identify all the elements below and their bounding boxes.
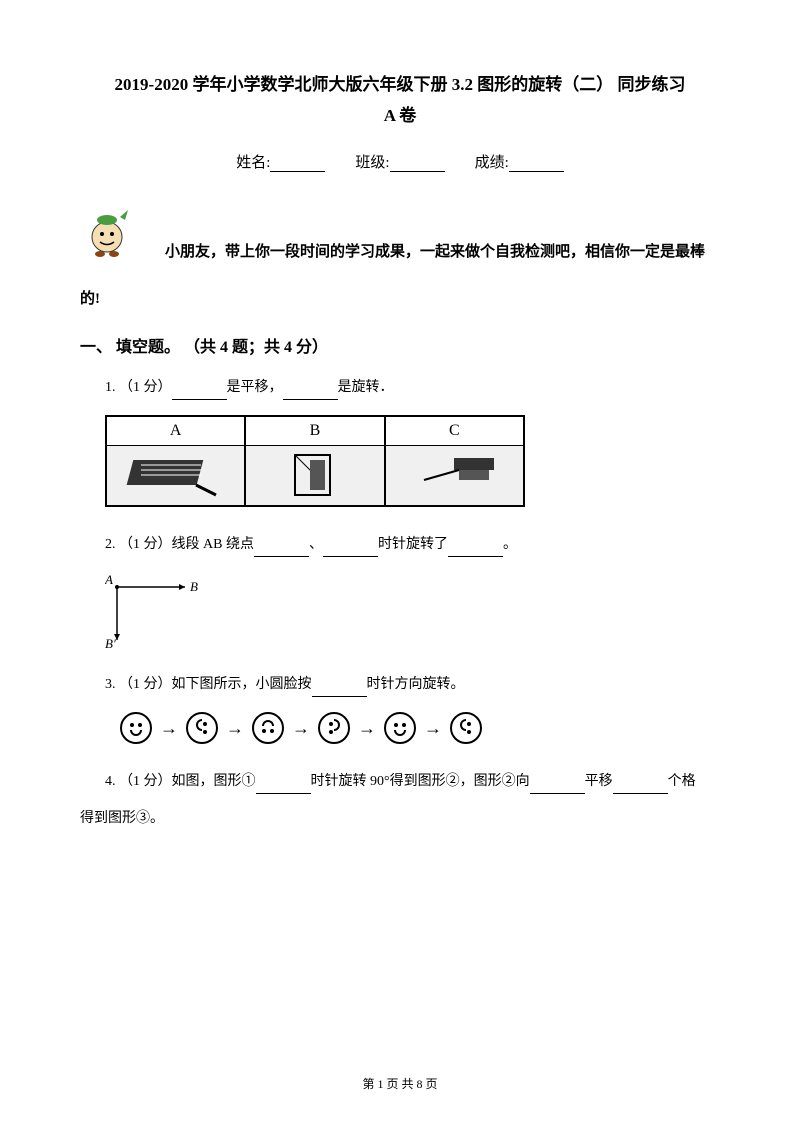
- arrow-icon: →: [160, 718, 178, 739]
- q4-prefix: 4. （1 分）如图，图形①: [105, 774, 256, 789]
- intro-text-2: 的!: [80, 287, 720, 308]
- q2-diagram: A B B′: [105, 572, 225, 652]
- section-1-header: 一、 填空题。 （共 4 题；共 4 分）: [80, 333, 720, 357]
- q1-text2: 是旋转．: [338, 380, 394, 395]
- intro-text-1: 小朋友，带上你一段时间的学习成果，一起来做个自我检测吧，相信你一定是最棒: [165, 202, 705, 267]
- class-label: 班级:: [355, 155, 389, 171]
- q4-blank-2[interactable]: [530, 778, 585, 794]
- q3-prefix: 3. （1 分）如下图所示，小圆脸按: [105, 677, 312, 692]
- student-info-line: 姓名: 班级: 成绩:: [80, 151, 720, 172]
- face-5: [384, 712, 416, 744]
- page-footer: 第 1 页 共 8 页: [0, 1075, 800, 1092]
- question-1: 1. （1 分） 是平移， 是旋转．: [80, 375, 720, 400]
- q1-box-a: A: [107, 417, 246, 505]
- q4-text3: 个格: [668, 774, 696, 789]
- q1-box-b: B: [246, 417, 385, 505]
- question-3: 3. （1 分）如下图所示，小圆脸按 时针方向旋转。: [80, 672, 720, 697]
- face-3: [252, 712, 284, 744]
- q1-label-b: B: [246, 417, 383, 445]
- q1-box-c: C: [386, 417, 523, 505]
- face-6: [450, 712, 482, 744]
- arrow-icon: →: [292, 718, 310, 739]
- arrow-icon: →: [226, 718, 244, 739]
- mascot-icon: [80, 202, 135, 257]
- q4-text4: 得到图形③。: [80, 811, 164, 826]
- question-4-cont: 得到图形③。: [80, 806, 720, 831]
- q2-blank-1[interactable]: [254, 541, 309, 557]
- q1-label-c: C: [386, 417, 523, 445]
- q1-blank-1[interactable]: [172, 384, 227, 400]
- q2-label-a: A: [105, 572, 113, 587]
- q1-img-b: [246, 445, 383, 505]
- q1-img-c: [386, 445, 523, 505]
- q1-text1: 是平移，: [227, 380, 283, 395]
- q4-blank-1[interactable]: [256, 778, 311, 794]
- q2-text2: 时针旋转了: [378, 537, 448, 552]
- q1-img-a: [107, 445, 244, 505]
- q2-label-b: B: [190, 579, 198, 594]
- class-blank[interactable]: [390, 156, 445, 172]
- face-2: [186, 712, 218, 744]
- q3-text1: 时针方向旋转。: [367, 677, 465, 692]
- q1-label-a: A: [107, 417, 244, 445]
- face-1: [120, 712, 152, 744]
- main-title-line2: A 卷: [80, 101, 720, 126]
- name-blank[interactable]: [270, 156, 325, 172]
- name-label: 姓名:: [236, 155, 270, 171]
- q2-blank-2[interactable]: [323, 541, 378, 557]
- q2-text1: 、: [309, 537, 323, 552]
- arrow-icon: →: [358, 718, 376, 739]
- q1-image-row: A B C: [105, 415, 525, 507]
- q2-blank-3[interactable]: [448, 541, 503, 557]
- q4-text1: 时针旋转 90°得到图形②，图形②向: [311, 774, 530, 789]
- q3-blank-1[interactable]: [312, 681, 367, 697]
- q4-blank-3[interactable]: [613, 778, 668, 794]
- q1-prefix: 1. （1 分）: [105, 380, 172, 395]
- arrow-icon: →: [424, 718, 442, 739]
- score-blank[interactable]: [509, 156, 564, 172]
- face-4: [318, 712, 350, 744]
- main-title: 2019-2020 学年小学数学北师大版六年级下册 3.2 图形的旋转（二） 同…: [80, 70, 720, 101]
- q1-blank-2[interactable]: [283, 384, 338, 400]
- q2-prefix: 2. （1 分）线段 AB 绕点: [105, 537, 254, 552]
- q4-text2: 平移: [585, 774, 613, 789]
- q2-label-bp: B′: [105, 636, 116, 651]
- score-label: 成绩:: [475, 155, 509, 171]
- intro-section: 小朋友，带上你一段时间的学习成果，一起来做个自我检测吧，相信你一定是最棒: [80, 202, 720, 267]
- q2-text3: 。: [503, 537, 517, 552]
- question-2: 2. （1 分）线段 AB 绕点 、 时针旋转了 。: [80, 532, 720, 557]
- question-4: 4. （1 分）如图，图形① 时针旋转 90°得到图形②，图形②向 平移 个格: [80, 769, 720, 794]
- q3-faces-row: → → → → →: [120, 712, 720, 744]
